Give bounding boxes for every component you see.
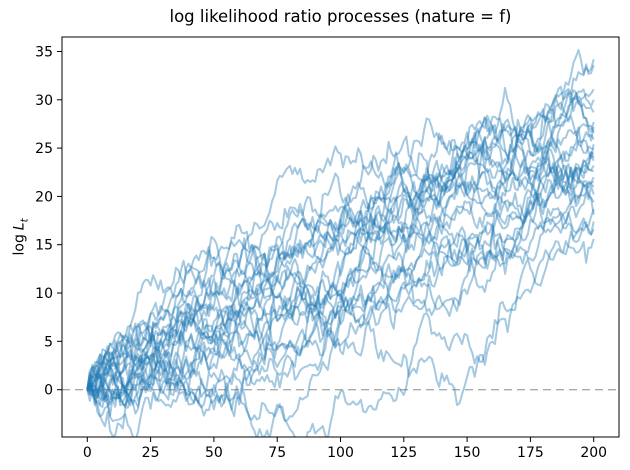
- series-line: [86, 132, 595, 408]
- series-line: [86, 88, 595, 399]
- series-line: [86, 153, 595, 390]
- y-tick-label: 30: [35, 93, 53, 109]
- series-line: [86, 96, 595, 391]
- x-tick-label: 25: [142, 445, 160, 461]
- y-tick-label: 0: [44, 383, 53, 399]
- series-line: [86, 116, 594, 396]
- y-tick-label: 20: [35, 189, 53, 205]
- series-line: [86, 89, 595, 390]
- y-tick-label: 5: [44, 334, 53, 350]
- x-tick-label: 175: [517, 445, 544, 461]
- series-line: [86, 185, 595, 401]
- x-tick-label: 100: [327, 445, 354, 461]
- series-line: [86, 176, 595, 422]
- series-line: [86, 207, 595, 418]
- series-line: [86, 130, 595, 437]
- series-line: [86, 85, 595, 437]
- series-line: [86, 63, 595, 401]
- y-tick-label: 35: [35, 45, 53, 61]
- x-tick-label: 150: [454, 445, 481, 461]
- series-line: [86, 154, 595, 391]
- series-line: [86, 208, 595, 408]
- series-line: [86, 180, 595, 399]
- series-line: [86, 163, 595, 391]
- series-line: [86, 137, 595, 417]
- series-line: [86, 88, 595, 390]
- y-tick-label: 10: [35, 286, 53, 302]
- chart-title: log likelihood ratio processes (nature =…: [169, 7, 512, 26]
- series-line: [86, 49, 595, 394]
- x-tick-label: 0: [83, 445, 92, 461]
- series-line: [86, 92, 595, 408]
- series-line: [86, 157, 595, 391]
- series-line: [87, 121, 595, 391]
- x-tick-label: 75: [268, 445, 286, 461]
- series-line: [86, 238, 595, 417]
- y-tick-label: 15: [35, 238, 53, 254]
- series-line: [86, 151, 595, 406]
- series-line: [86, 224, 595, 437]
- y-tick-label: 25: [35, 141, 53, 157]
- x-tick-label: 50: [205, 445, 223, 461]
- series-line: [86, 131, 594, 390]
- x-tick-label: 125: [390, 445, 417, 461]
- x-tick-label: 200: [580, 445, 607, 461]
